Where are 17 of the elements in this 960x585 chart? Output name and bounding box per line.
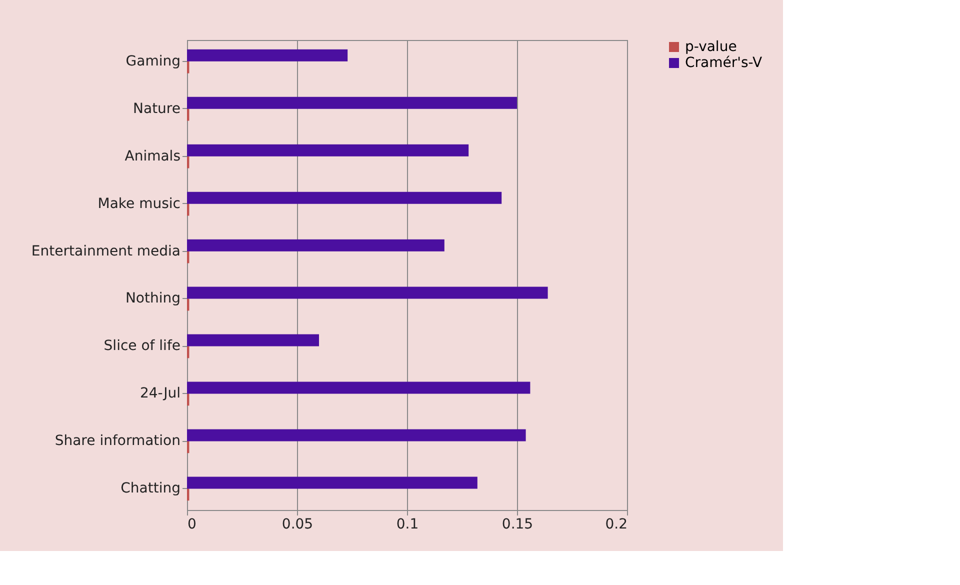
legend-label: p-value	[685, 39, 737, 55]
x-tick-label: 0.05	[282, 516, 314, 532]
y-tick-label: Gaming	[126, 53, 180, 70]
x-tick-label: 0.1	[396, 516, 419, 532]
legend-label: Cramér's-V	[685, 55, 762, 71]
y-tick-label: Chatting	[120, 480, 180, 497]
y-tick-label: Slice of life	[104, 338, 180, 354]
x-tick-label: 0.15	[502, 516, 534, 532]
y-tick-label: Entertainment media	[31, 243, 180, 260]
x-tick-label: 0.2	[605, 516, 628, 532]
y-tick-label: Make music	[98, 196, 180, 212]
y-tick-label: 24-Jul	[140, 386, 180, 402]
y-tick-label: Animals	[124, 148, 180, 164]
y-tick-label: Nothing	[125, 290, 180, 307]
y-tick-label: Nature	[133, 100, 180, 117]
y-tick-label: Share information	[54, 433, 180, 450]
x-tick-label: 0	[188, 516, 196, 532]
